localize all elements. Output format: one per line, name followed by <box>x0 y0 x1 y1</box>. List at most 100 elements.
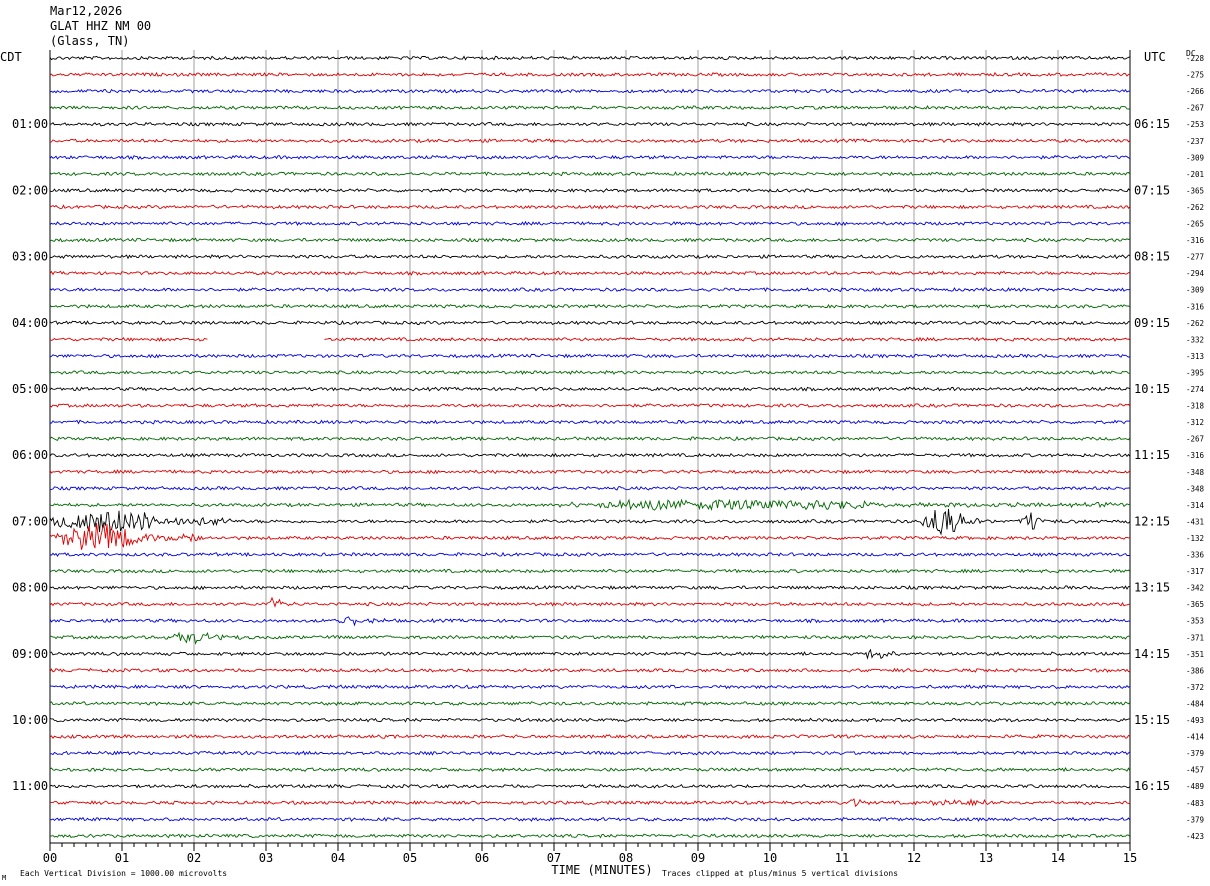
dc-offset-label: -262 <box>1186 203 1204 212</box>
minute-gridlines <box>49 50 1131 843</box>
trace-row-37 <box>49 667 1131 673</box>
x-tick-label: 09 <box>691 851 705 865</box>
x-tick-label: 11 <box>835 851 849 865</box>
dc-offset-label: -379 <box>1186 815 1204 824</box>
dc-offset-label: -266 <box>1186 87 1205 96</box>
dc-offset-label: -294 <box>1186 269 1205 278</box>
right-hour-label: 08:15 <box>1134 250 1170 264</box>
dc-offset-labels: -228 -275 -266 -267 -253 -237 -309 -201 -365 -262… <box>1186 54 1205 841</box>
trace-row-29 <box>49 522 1131 550</box>
trace-row-15 <box>49 303 1131 309</box>
dc-offset-header: DC <box>1186 49 1196 58</box>
x-tick-label: 13 <box>979 851 993 865</box>
right-hour-label: 10:15 <box>1134 382 1170 396</box>
dc-offset-label: -414 <box>1186 733 1205 742</box>
dc-offset-label: -423 <box>1186 832 1204 841</box>
x-tick-label: 07 <box>547 851 561 865</box>
right-hour-label: 07:15 <box>1134 183 1170 197</box>
left-hour-label: 07:00 <box>12 514 48 528</box>
dc-offset-label: -386 <box>1186 666 1205 675</box>
clip-note: Traces clipped at plus/minus 5 vertical … <box>662 869 898 878</box>
dc-offset-label: -371 <box>1186 633 1204 642</box>
trace-row-34 <box>49 616 1131 627</box>
trace-row-41 <box>49 733 1131 740</box>
dc-offset-label: -395 <box>1186 368 1204 377</box>
dc-offset-label: -313 <box>1186 352 1204 361</box>
trace-row-24 <box>49 452 1131 458</box>
trace-row-47 <box>49 833 1131 839</box>
dc-offset-label: -253 <box>1186 120 1204 129</box>
right-hour-label: 16:15 <box>1134 779 1170 793</box>
dc-offset-label: -265 <box>1186 220 1204 229</box>
dc-offset-label: -316 <box>1186 451 1205 460</box>
dc-offset-label: -342 <box>1186 584 1204 593</box>
trace-row-4 <box>49 121 1131 127</box>
left-hour-label: 09:00 <box>12 647 48 661</box>
dc-offset-label: -348 <box>1186 484 1205 493</box>
trace-row-5 <box>49 138 1131 144</box>
dc-offset-label: -353 <box>1186 617 1204 626</box>
trace-row-23 <box>49 436 1131 442</box>
trace-row-43 <box>49 767 1131 773</box>
right-hour-label: 09:15 <box>1134 316 1170 330</box>
dc-offset-label: -312 <box>1186 418 1204 427</box>
trace-row-0 <box>49 55 1131 61</box>
trace-row-35 <box>49 631 1131 645</box>
dc-offset-label: -309 <box>1186 153 1204 162</box>
trace-row-22 <box>49 419 1131 425</box>
dc-offset-label: -277 <box>1186 253 1204 262</box>
dc-offset-label: -483 <box>1186 799 1204 808</box>
trace-row-21 <box>49 403 1131 408</box>
dc-offset-label: -318 <box>1186 402 1205 411</box>
dc-offset-label: -274 <box>1186 385 1205 394</box>
trace-row-8 <box>49 187 1131 193</box>
trace-row-39 <box>49 700 1131 707</box>
x-tick-label: 14 <box>1051 851 1065 865</box>
trace-row-13 <box>49 270 1131 276</box>
dc-offset-label: -317 <box>1186 567 1204 576</box>
trace-row-3 <box>49 105 1131 111</box>
trace-row-2 <box>49 88 1131 94</box>
x-tick-label: 10 <box>763 851 777 865</box>
left-hour-label: 04:00 <box>12 316 48 330</box>
time-axis: 00 01 02 03 04 05 06 07 08 09 10 11 12 13 14 15 <box>43 842 1137 865</box>
right-hour-label: 14:15 <box>1134 647 1170 661</box>
x-tick-label: 00 <box>43 851 57 865</box>
trace-row-18 <box>49 353 1131 359</box>
trace-row-33 <box>49 596 1131 608</box>
header-location: (Glass, TN) <box>50 34 130 48</box>
dc-offset-label: -267 <box>1186 104 1204 113</box>
right-timezone-label: UTC <box>1144 50 1166 64</box>
trace-row-26 <box>50 485 1131 491</box>
right-hour-labels: 06:15 07:15 08:15 09:15 10:15 11:15 12:15 13:15… <box>1134 117 1170 793</box>
left-hour-label: 11:00 <box>12 779 48 793</box>
x-tick-label: 02 <box>187 851 201 865</box>
dc-offset-label: -365 <box>1186 600 1204 609</box>
left-hour-label: 03:00 <box>12 250 48 264</box>
left-timezone-label: CDT <box>0 50 22 64</box>
trace-row-7 <box>49 171 1131 177</box>
right-hour-label: 13:15 <box>1134 581 1170 595</box>
x-tick-label: 08 <box>619 851 633 865</box>
trace-row-12 <box>49 254 1131 260</box>
dc-offset-label: -351 <box>1186 650 1204 659</box>
x-axis-title: TIME (MINUTES) <box>551 863 652 877</box>
dc-offset-label: -228 <box>1186 54 1205 63</box>
trace-row-40 <box>49 717 1131 723</box>
trace-row-28 <box>49 508 1131 536</box>
x-tick-label: 06 <box>475 851 489 865</box>
trace-row-42 <box>49 750 1131 756</box>
x-tick-label: 12 <box>907 851 921 865</box>
dc-offset-label: -365 <box>1186 186 1204 195</box>
x-tick-label: 15 <box>1123 851 1137 865</box>
dc-offset-label: -336 <box>1186 551 1205 560</box>
dc-offset-label: -484 <box>1186 699 1205 708</box>
trace-row-6 <box>49 154 1131 160</box>
right-hour-label: 15:15 <box>1134 713 1170 727</box>
x-tick-label: 04 <box>331 851 345 865</box>
right-hour-label: 06:15 <box>1134 117 1170 131</box>
scale-note: Each Vertical Division = 1000.00 microvo… <box>20 869 227 878</box>
seismic-traces <box>49 55 1131 839</box>
trace-row-32 <box>49 585 1131 591</box>
